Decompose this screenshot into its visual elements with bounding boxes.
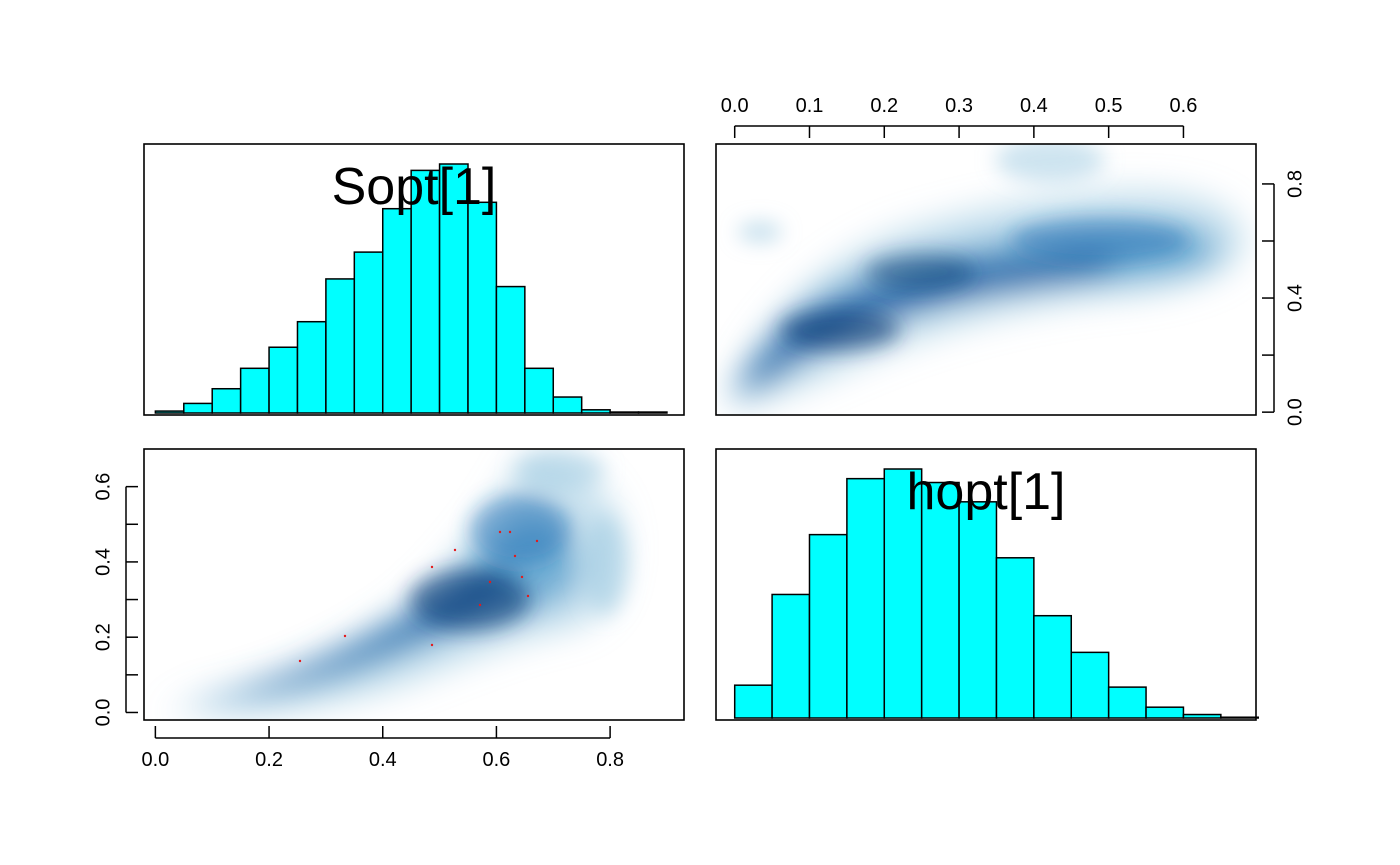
outlier-point [430, 565, 434, 569]
hist-sopt-bar [154, 410, 185, 414]
outlier-points [298, 530, 539, 663]
outlier-point [343, 634, 347, 638]
outlier-point [488, 580, 492, 584]
tr-x-tick-label: 0.5 [1095, 95, 1123, 117]
hist-hopt-bar [808, 533, 848, 719]
bl-y-tick-label: 0.6 [92, 473, 114, 501]
outlier-point [453, 548, 457, 552]
hist-sopt-bar [183, 402, 213, 414]
scatter-sopt-hopt-panel: 0.0 0.2 0.4 0.6 0.8 0.0 0.2 0.4 0.6 [92, 448, 685, 771]
hist-sopt-bar [609, 411, 640, 414]
hist-sopt-bar [467, 201, 498, 414]
scatter-sopt-hopt-y-axis: 0.0 0.2 0.4 0.6 [92, 473, 138, 727]
hist-hopt-bar [846, 477, 886, 719]
bl-y-tick-label: 0.2 [92, 623, 114, 651]
tr-y-tick-label: 0.0 [1284, 398, 1306, 426]
outlier-point [478, 603, 482, 607]
density-blob-d [780, 310, 900, 350]
density-blob-h [515, 450, 605, 490]
density-blob-g [470, 495, 570, 565]
hist-hopt-title: hopt[1] [906, 463, 1065, 521]
outlier-point [535, 539, 539, 543]
hist-hopt-panel: hopt[1] [715, 448, 1259, 721]
hist-hopt-bar [1107, 686, 1147, 719]
bl-x-tick-label: 0.6 [483, 749, 511, 771]
bl-x-tick-label: 0.2 [255, 749, 283, 771]
hist-sopt-bar [524, 367, 555, 414]
hist-sopt-bar [268, 346, 299, 414]
tr-x-tick-label: 0.1 [796, 95, 824, 117]
density-blob-b [1010, 218, 1190, 262]
hist-sopt-bar [239, 367, 270, 414]
density-blob-f [410, 570, 530, 630]
scatter-sopt-hopt-x-axis: 0.0 0.2 0.4 0.6 0.8 [141, 726, 624, 771]
tr-x-tick-label: 0.6 [1170, 95, 1198, 117]
hist-sopt-bar [495, 285, 526, 414]
bl-y-tick-label: 0.4 [92, 548, 114, 576]
tr-x-tick-label: 0.4 [1020, 95, 1048, 117]
hist-sopt-bar [353, 251, 384, 414]
hist-hopt-bars [733, 468, 1259, 719]
scatter-hopt-sopt-panel: 0.0 0.1 0.2 0.3 0.4 0.5 0.6 0.0 0.4 0.8 [715, 95, 1306, 426]
outlier-point [526, 594, 530, 598]
hist-hopt-bar [733, 684, 773, 719]
hist-hopt-bar [1145, 706, 1185, 719]
hist-hopt-bar [920, 481, 960, 719]
hist-sopt-bar [325, 278, 356, 414]
hist-sopt-title: Sopt[1] [332, 158, 497, 216]
hist-hopt-bar [771, 593, 811, 719]
tr-x-tick-label: 0.0 [721, 95, 749, 117]
density-blob-i [583, 515, 627, 615]
hist-sopt-bar [580, 409, 611, 414]
hist-sopt-bar [381, 207, 412, 414]
tr-x-tick-label: 0.2 [870, 95, 898, 117]
bl-x-tick-label: 0.8 [596, 749, 624, 771]
tr-y-tick-label: 0.8 [1284, 170, 1306, 198]
tr-y-tick-label: 0.4 [1284, 284, 1306, 312]
outlier-point [430, 643, 434, 647]
hist-sopt-bar [296, 320, 327, 414]
hist-hopt-bar [1033, 614, 1073, 719]
hist-hopt-bar [995, 557, 1035, 719]
hist-hopt-bar [1070, 651, 1110, 719]
hist-sopt-bar [211, 387, 242, 414]
density-blob-c [738, 222, 782, 242]
density-core [744, 249, 1117, 388]
outlier-point [498, 530, 502, 534]
hist-hopt-frame [715, 448, 1257, 721]
hist-sopt-bar [552, 396, 583, 414]
scatter-sopt-hopt-frame [143, 448, 685, 721]
density-blob-e [865, 254, 975, 290]
bl-x-tick-label: 0.4 [369, 749, 397, 771]
tr-x-tick-label: 0.3 [945, 95, 973, 117]
bl-x-tick-label: 0.0 [141, 749, 169, 771]
scatter-hopt-sopt-y-axis: 0.0 0.4 0.8 [1262, 170, 1306, 426]
density-blob-a [995, 144, 1105, 182]
outlier-point [513, 554, 517, 558]
scatter-hopt-sopt-x-axis: 0.0 0.1 0.2 0.3 0.4 0.5 0.6 [721, 95, 1198, 138]
bl-y-tick-label: 0.0 [92, 699, 114, 727]
hist-sopt-frame [143, 143, 685, 416]
scatter-hopt-sopt-frame [715, 143, 1257, 416]
density-outer [725, 189, 1245, 406]
hist-sopt-panel: Sopt[1] [143, 143, 685, 416]
hist-sopt-bar [410, 169, 441, 414]
hist-hopt-bar [1220, 716, 1259, 719]
outlier-point [298, 659, 302, 663]
hist-sopt-bar [637, 411, 668, 414]
hist-hopt-bar [1182, 713, 1222, 719]
outlier-point [508, 530, 512, 534]
density-mid-2 [180, 514, 581, 702]
scatter-sopt-hopt-density [160, 450, 627, 716]
scatter-hopt-sopt-density [725, 144, 1245, 406]
hist-sopt-bars [154, 163, 668, 414]
outlier-point [520, 575, 524, 579]
hist-hopt-bar [958, 501, 998, 719]
